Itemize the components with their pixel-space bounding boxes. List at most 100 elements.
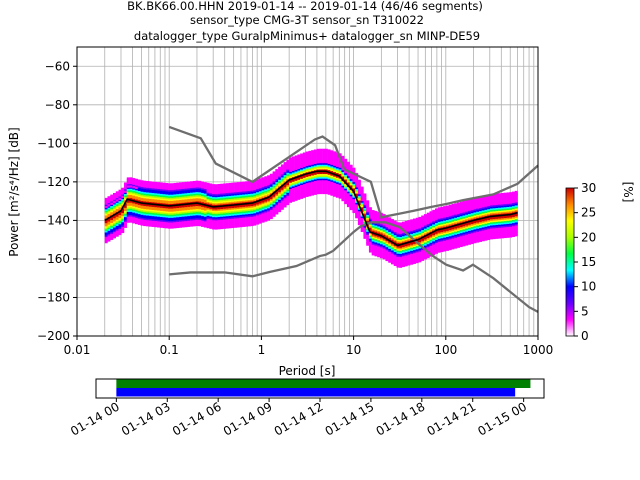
histogram-cell <box>448 244 452 248</box>
histogram-cell <box>228 218 232 221</box>
histogram-cell <box>234 200 238 204</box>
histogram-cell <box>346 203 350 206</box>
histogram-cell <box>313 178 317 181</box>
histogram-cell <box>445 217 449 221</box>
histogram-cell <box>388 252 392 256</box>
histogram-cell <box>371 250 375 253</box>
histogram-cell <box>286 173 290 176</box>
histogram-cell <box>390 246 394 249</box>
histogram-cell <box>124 211 127 215</box>
histogram-cell <box>300 171 304 175</box>
histogram-cell <box>476 240 480 243</box>
histogram-cell <box>509 202 513 206</box>
histogram-cell <box>437 239 441 242</box>
histogram-cell <box>366 243 370 246</box>
histogram-cell <box>399 260 403 264</box>
histogram-cell <box>501 226 504 230</box>
histogram-cell <box>198 207 202 210</box>
histogram-cell <box>465 200 469 203</box>
histogram-cell <box>346 166 350 169</box>
histogram-cell <box>352 186 356 189</box>
histogram-cell <box>110 228 114 231</box>
histogram-cell <box>421 258 425 261</box>
histogram-cell <box>118 220 122 223</box>
histogram-cell <box>203 216 207 219</box>
histogram-cell <box>437 230 441 233</box>
histogram-cell <box>451 237 455 241</box>
histogram-cell <box>110 222 114 225</box>
histogram-cell <box>410 250 414 253</box>
histogram-cell <box>470 214 474 217</box>
histogram-cell <box>412 233 416 237</box>
histogram-cell <box>459 209 463 212</box>
histogram-cell <box>481 237 485 240</box>
histogram-cell <box>239 224 243 228</box>
histogram-cell <box>151 215 155 218</box>
histogram-cell <box>457 219 460 222</box>
histogram-cell <box>434 225 438 228</box>
histogram-cell <box>209 189 213 192</box>
histogram-cell <box>305 183 309 187</box>
histogram-cell <box>165 210 169 213</box>
histogram-cell <box>228 206 232 209</box>
histogram-cell <box>286 167 290 170</box>
histogram-cell <box>368 239 372 242</box>
histogram-cell <box>118 217 122 220</box>
histogram-cell <box>146 214 149 218</box>
histogram-cell <box>514 203 518 206</box>
histogram-cell <box>250 185 254 188</box>
histogram-cell <box>487 213 491 216</box>
histogram-cell <box>429 243 433 246</box>
histogram-cell <box>132 218 136 221</box>
histogram-cell <box>201 212 205 215</box>
histogram-cell <box>212 216 216 219</box>
histogram-cell <box>344 195 348 199</box>
histogram-cell <box>462 233 466 236</box>
histogram-cell <box>165 221 169 224</box>
histogram-cell <box>448 232 452 235</box>
histogram-cell <box>159 207 163 210</box>
histogram-cell <box>382 255 386 258</box>
histogram-cell <box>366 206 370 209</box>
histogram-cell <box>217 202 221 205</box>
histogram-cell <box>457 220 460 224</box>
histogram-cell <box>490 218 493 221</box>
histogram-cell <box>462 234 466 238</box>
histogram-cell <box>316 162 320 165</box>
histogram-cell <box>121 218 125 221</box>
histogram-cell <box>509 227 513 230</box>
histogram-cell <box>239 206 243 209</box>
histogram-cell <box>220 220 224 223</box>
histogram-cell <box>324 190 328 193</box>
histogram-cell <box>184 186 188 189</box>
histogram-cell <box>206 199 210 202</box>
histogram-cell <box>423 229 427 232</box>
histogram-cell <box>231 190 235 193</box>
histogram-cell <box>421 224 425 227</box>
histogram-cell <box>198 222 202 225</box>
histogram-cell <box>311 156 315 159</box>
histogram-cell <box>297 172 301 176</box>
histogram-cell <box>135 183 138 186</box>
histogram-cell <box>305 176 309 179</box>
histogram-cell <box>501 231 504 234</box>
histogram-cell <box>399 262 403 265</box>
histogram-cell <box>294 166 298 169</box>
histogram-cell <box>412 250 416 254</box>
histogram-cell <box>236 219 240 222</box>
histogram-cell <box>190 216 194 219</box>
histogram-cell <box>217 217 221 221</box>
histogram-cell <box>401 249 405 252</box>
histogram-cell <box>143 191 147 194</box>
histogram-cell <box>124 213 127 216</box>
histogram-cell <box>368 236 372 239</box>
histogram-cell <box>272 180 276 183</box>
histogram-cell <box>495 230 499 233</box>
histogram-cell <box>396 242 400 245</box>
histogram-cell <box>272 177 276 180</box>
histogram-cell <box>195 208 199 211</box>
histogram-cell <box>385 252 389 255</box>
histogram-cell <box>159 197 163 201</box>
histogram-cell <box>470 229 474 232</box>
